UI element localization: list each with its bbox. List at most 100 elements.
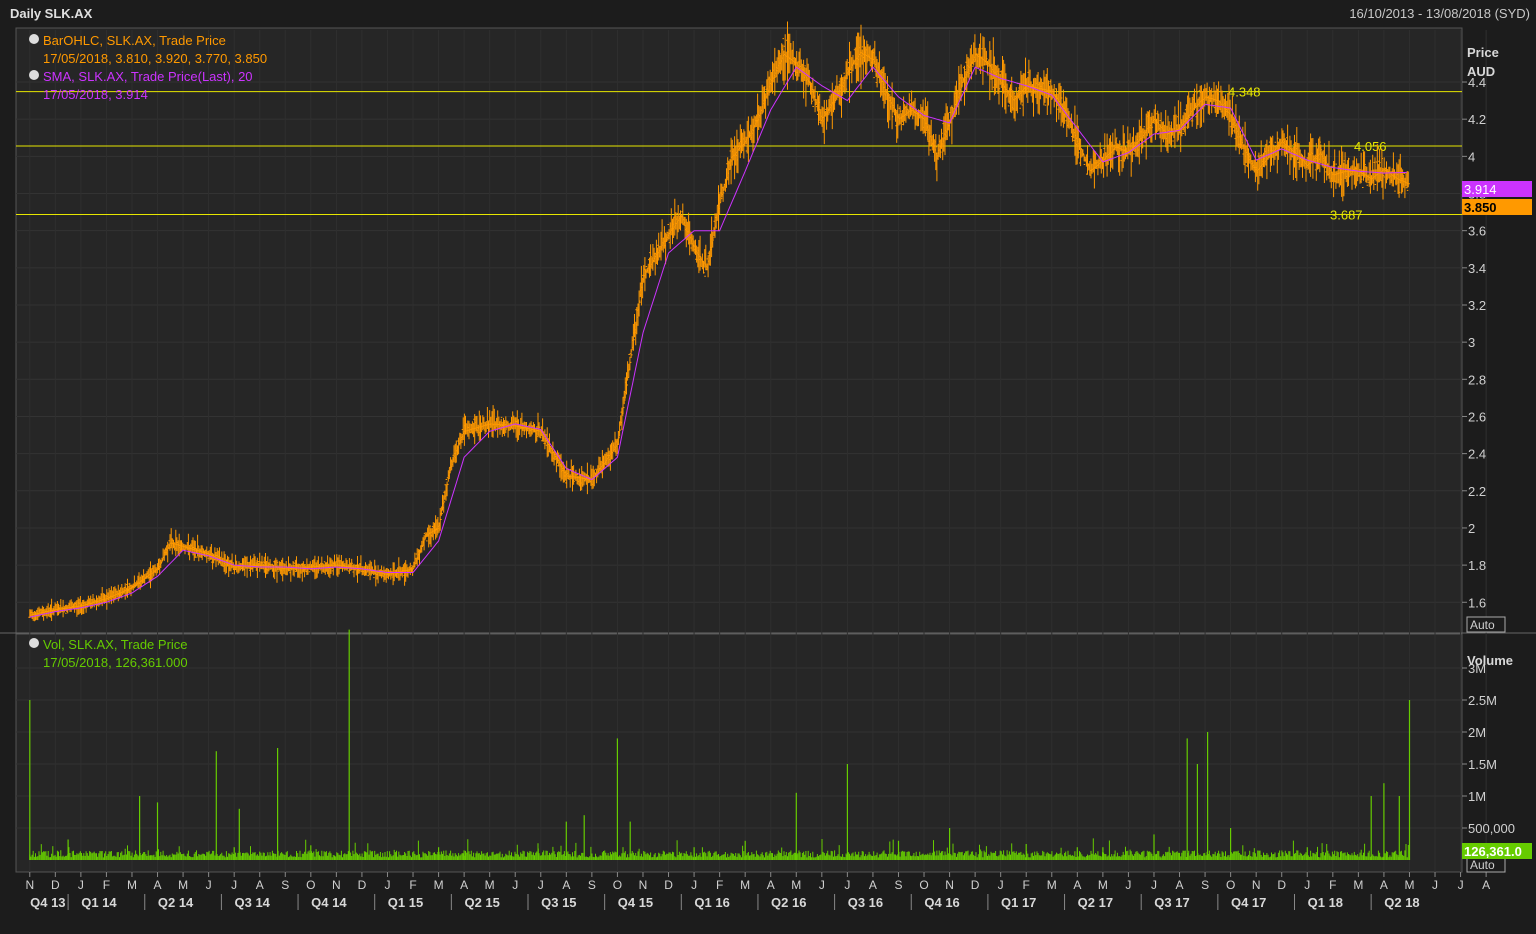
- month-label: A: [562, 878, 570, 892]
- price-axis-title: Price: [1467, 45, 1499, 60]
- month-label: S: [894, 878, 902, 892]
- volume-legend-icon[interactable]: [29, 638, 39, 648]
- month-label: M: [1098, 878, 1108, 892]
- month-label: M: [434, 878, 444, 892]
- volume-legend: Vol, SLK.AX, Trade Price 17/05/2018, 126…: [29, 637, 188, 670]
- ohlc-legend-icon[interactable]: [29, 34, 39, 44]
- month-label: M: [485, 878, 495, 892]
- month-label: F: [716, 878, 723, 892]
- volume-legend-values: 17/05/2018, 126,361.000: [43, 655, 188, 670]
- month-label: J: [1151, 878, 1157, 892]
- volume-tick-label: 3M: [1468, 661, 1486, 676]
- title-bar: [0, 0, 1536, 26]
- month-label: A: [869, 878, 877, 892]
- month-label: A: [1380, 878, 1388, 892]
- month-label: J: [1458, 878, 1464, 892]
- price-tick-label: 4.4: [1468, 75, 1486, 90]
- price-panel[interactable]: [15, 27, 1463, 634]
- month-label: M: [740, 878, 750, 892]
- ohlc-legend-label: BarOHLC, SLK.AX, Trade Price: [43, 33, 226, 48]
- volume-tick-label: 1.5M: [1468, 757, 1497, 772]
- month-label: J: [538, 878, 544, 892]
- month-label: N: [639, 878, 648, 892]
- month-label: J: [231, 878, 237, 892]
- chart-title: Daily SLK.AX: [10, 6, 93, 21]
- quarter-label: Q2 14: [158, 895, 194, 910]
- quarter-label: Q4 15: [618, 895, 653, 910]
- month-label: J: [819, 878, 825, 892]
- month-label: N: [945, 878, 954, 892]
- quarter-label: Q1 18: [1308, 895, 1343, 910]
- month-label: J: [844, 878, 850, 892]
- price-auto-label: Auto: [1470, 618, 1495, 632]
- month-label: J: [1432, 878, 1438, 892]
- ohlc-bars: [28, 21, 1410, 622]
- date-range: 16/10/2013 - 13/08/2018 (SYD): [1349, 6, 1530, 21]
- price-auto-button[interactable]: [1466, 616, 1506, 633]
- month-label: A: [154, 878, 162, 892]
- volume-last-badge: [1462, 843, 1532, 859]
- reference-line-label: 4.348: [1228, 85, 1261, 100]
- quarter-label: Q4 16: [924, 895, 959, 910]
- close-last-value: 3.850: [1464, 200, 1497, 215]
- month-label: J: [691, 878, 697, 892]
- month-label: A: [1176, 878, 1184, 892]
- volume-last-value: 126,361.0: [1464, 844, 1522, 859]
- price-tick-label: 1.8: [1468, 558, 1486, 573]
- price-tick-label: 3.2: [1468, 298, 1486, 313]
- month-label: J: [1125, 878, 1131, 892]
- month-label: M: [127, 878, 137, 892]
- quarter-label: Q2 16: [771, 895, 806, 910]
- reference-line-label: 4.056: [1354, 139, 1387, 154]
- month-label: O: [919, 878, 928, 892]
- volume-tick-label: 2.5M: [1468, 693, 1497, 708]
- price-axis-unit: AUD: [1467, 64, 1495, 79]
- quarter-label: Q2 17: [1078, 895, 1113, 910]
- month-label: D: [664, 878, 673, 892]
- volume-legend-label: Vol, SLK.AX, Trade Price: [43, 637, 188, 652]
- month-label: F: [1023, 878, 1030, 892]
- sma-legend-icon[interactable]: [29, 70, 39, 80]
- month-label: A: [256, 878, 264, 892]
- month-label: A: [460, 878, 468, 892]
- price-legend: BarOHLC, SLK.AX, Trade Price 17/05/2018,…: [29, 33, 267, 102]
- month-label: M: [1353, 878, 1363, 892]
- month-label: F: [1329, 878, 1336, 892]
- price-tick-label: 3: [1468, 335, 1475, 350]
- quarter-label: Q4 13: [30, 895, 65, 910]
- month-label: J: [206, 878, 212, 892]
- month-label: M: [791, 878, 801, 892]
- price-tick-label: 3.4: [1468, 261, 1486, 276]
- quarter-label: Q3 16: [848, 895, 883, 910]
- volume-panel[interactable]: [15, 633, 1463, 873]
- quarter-label: Q1 15: [388, 895, 423, 910]
- sma-last-badge: [1462, 181, 1532, 197]
- month-label: A: [767, 878, 775, 892]
- month-label: N: [25, 878, 34, 892]
- price-tick-label: 2: [1468, 521, 1475, 536]
- month-label: O: [1226, 878, 1235, 892]
- month-label: S: [1201, 878, 1209, 892]
- month-label: N: [332, 878, 341, 892]
- sma-last-value: 3.914: [1464, 182, 1497, 197]
- quarter-label: Q3 17: [1154, 895, 1189, 910]
- month-label: J: [78, 878, 84, 892]
- quarter-label: Q3 14: [235, 895, 271, 910]
- month-label: O: [306, 878, 315, 892]
- month-label: J: [998, 878, 1004, 892]
- month-label: S: [281, 878, 289, 892]
- month-label: O: [613, 878, 622, 892]
- quarter-label: Q1 14: [81, 895, 117, 910]
- volume-series: [29, 629, 1411, 860]
- grid: [16, 30, 1487, 872]
- month-label: J: [512, 878, 518, 892]
- volume-tick-label: 2M: [1468, 725, 1486, 740]
- reference-line-label: 3.687: [1330, 208, 1363, 223]
- price-tick-label: 3.6: [1468, 224, 1486, 239]
- ohlc-legend-values: 17/05/2018, 3.810, 3.920, 3.770, 3.850: [43, 51, 267, 66]
- close-last-badge: [1462, 199, 1532, 215]
- month-label: D: [971, 878, 980, 892]
- price-tick-label: 1.6: [1468, 595, 1486, 610]
